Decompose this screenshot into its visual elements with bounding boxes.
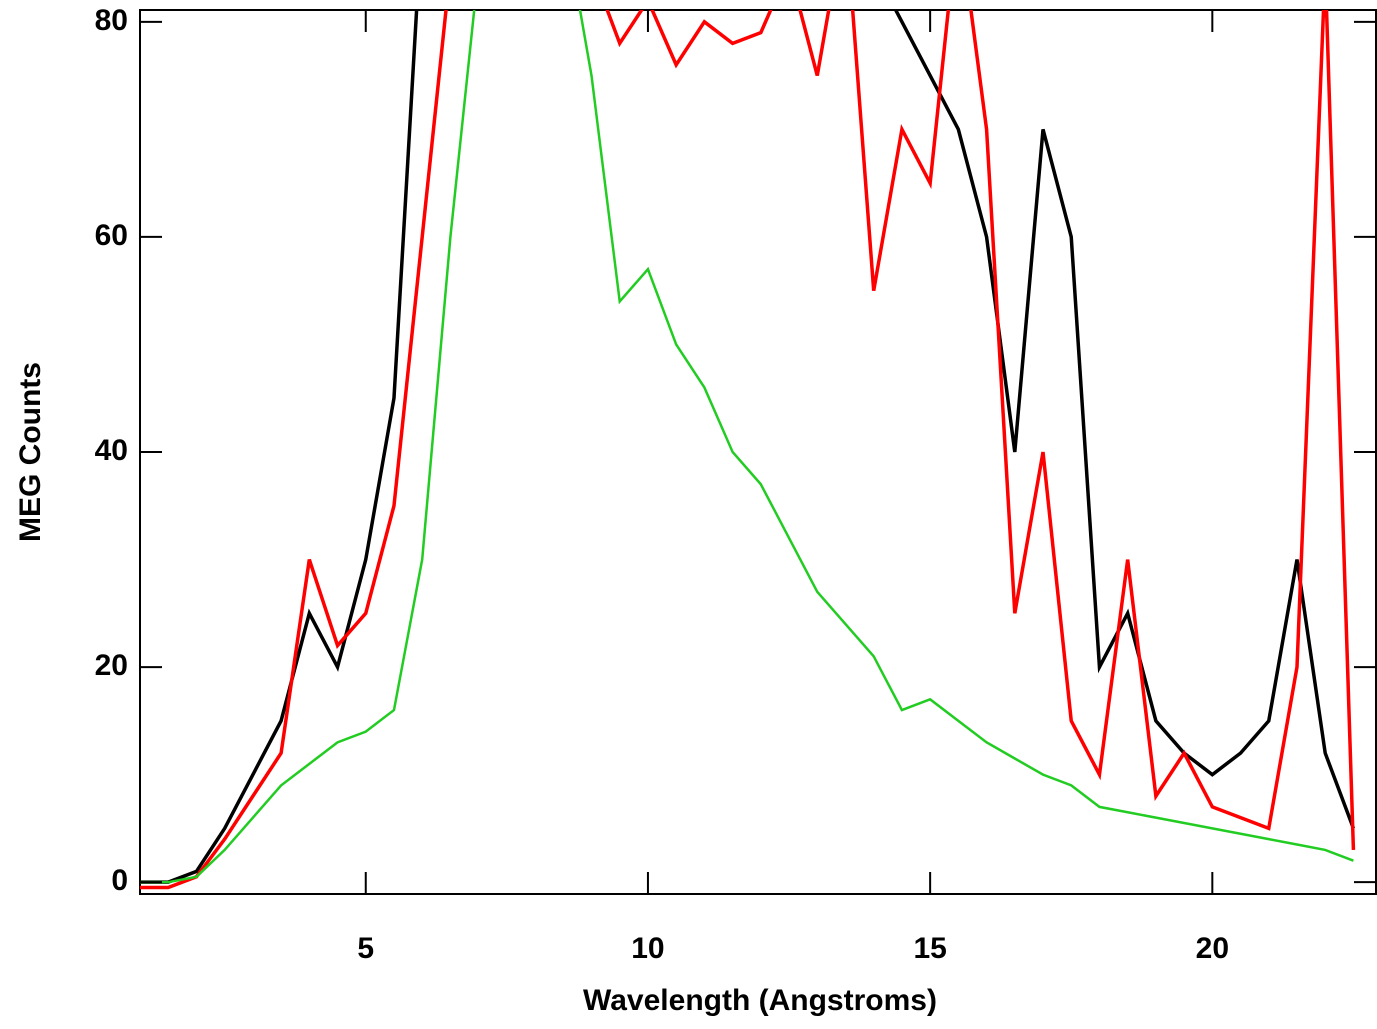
x-tick-label: 5	[357, 932, 374, 965]
y-tick-label: 60	[95, 219, 128, 252]
series-line	[140, 10, 1354, 884]
y-tick-label: 0	[111, 864, 128, 897]
plot-area	[140, 10, 1356, 890]
series-line	[140, 10, 1356, 890]
x-tick-label: 15	[913, 932, 946, 965]
x-axis-label: Wavelength (Angstroms)	[583, 984, 937, 1017]
x-tick-label: 10	[631, 932, 664, 965]
series-line	[140, 10, 1356, 884]
y-tick-label: 40	[95, 434, 128, 467]
y-tick-label: 80	[95, 4, 128, 37]
y-tick-label: 20	[95, 649, 128, 682]
x-tick-label: 20	[1196, 932, 1229, 965]
plot-frame	[139, 9, 1377, 895]
y-axis-label: MEG Counts	[14, 362, 47, 542]
